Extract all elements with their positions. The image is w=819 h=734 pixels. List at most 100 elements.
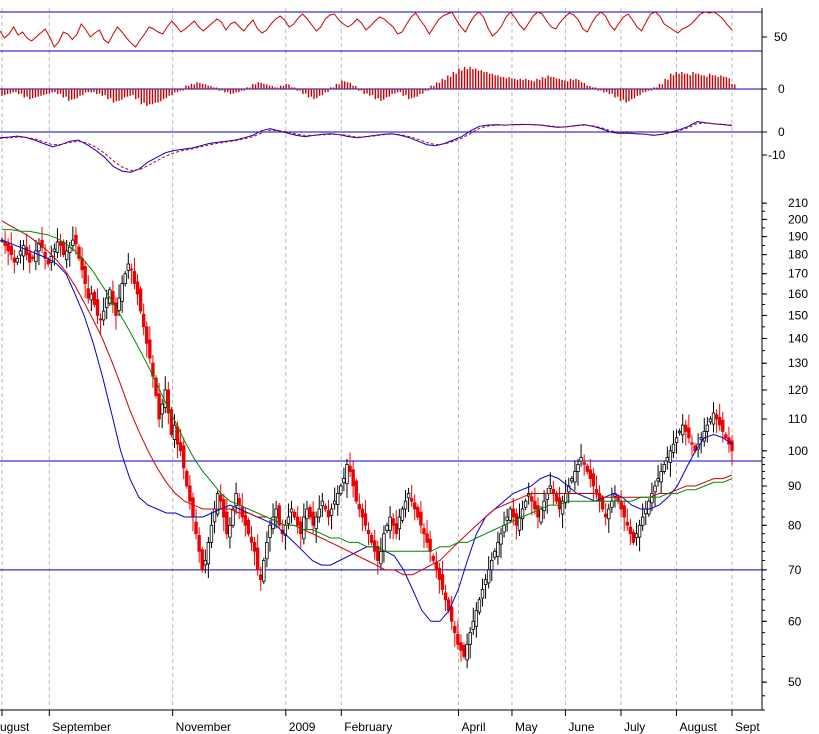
candle-body — [98, 318, 103, 321]
candle-body — [262, 560, 266, 582]
candle-body — [425, 533, 429, 543]
y-tick-label: 80 — [788, 518, 802, 532]
candle-body — [607, 508, 611, 520]
candle-body — [437, 567, 442, 580]
candle-body — [687, 427, 691, 439]
x-tick-label: August — [0, 720, 30, 734]
candle-body — [308, 506, 312, 518]
x-tick-label: September — [52, 720, 111, 734]
candle-body — [225, 511, 229, 535]
candle-body — [74, 234, 78, 245]
candle-body — [360, 508, 365, 518]
candle-body — [453, 625, 457, 634]
candle-body — [588, 469, 593, 480]
candle-body — [289, 508, 294, 513]
candle-body — [582, 462, 586, 465]
candle-body — [218, 494, 223, 502]
candle-body — [3, 241, 7, 246]
candle-body — [55, 241, 60, 253]
candle-body — [43, 251, 47, 259]
candle-body — [6, 243, 10, 252]
candle-body — [724, 434, 728, 439]
candle-body — [21, 245, 26, 257]
vertical-gridlines — [1, 8, 733, 710]
candle-body — [631, 531, 636, 543]
candle-body — [369, 535, 374, 543]
candle-body — [160, 403, 164, 415]
candle-body — [172, 424, 177, 440]
candle-body — [545, 493, 549, 500]
candle-body — [317, 508, 321, 518]
y-tick-label: 160 — [788, 287, 808, 301]
candle-body — [474, 609, 479, 627]
x-tick-label: May — [515, 720, 538, 734]
candle-body — [681, 424, 685, 436]
candle-body — [18, 250, 23, 256]
histogram-panel — [0, 66, 762, 106]
price-panel — [0, 220, 762, 669]
candle-body — [126, 263, 130, 271]
candle-body — [64, 250, 69, 261]
candle-body — [557, 497, 562, 510]
candle-body — [674, 437, 679, 443]
y-tick-label: 0 — [778, 82, 785, 96]
candle-body — [34, 250, 38, 263]
candle-body — [400, 508, 405, 521]
candle-body — [699, 437, 703, 440]
candle-body — [376, 545, 380, 561]
candle-body — [105, 297, 109, 309]
candle-body — [523, 500, 528, 508]
y-tick-label: 190 — [788, 230, 808, 244]
y-tick-label: 170 — [788, 267, 808, 281]
y-tick-label: 70 — [788, 563, 802, 577]
candle-body — [117, 297, 121, 311]
candle-body — [653, 485, 657, 493]
candle-body — [61, 241, 66, 256]
candle-body — [58, 241, 63, 246]
candle-body — [419, 511, 423, 526]
x-tick-label: 2009 — [289, 720, 316, 734]
candle-body — [108, 289, 112, 304]
candle-body — [234, 493, 238, 507]
candle-body — [95, 299, 100, 316]
oscillator-line — [0, 11, 733, 48]
candle-body — [600, 497, 605, 510]
candle-body — [483, 579, 488, 585]
candle-body — [203, 560, 207, 566]
candle-body — [373, 540, 377, 552]
y-tick-label: 100 — [788, 444, 808, 458]
candle-body — [471, 620, 475, 630]
candle-body — [129, 268, 134, 271]
candle-body — [711, 412, 716, 425]
candle-body — [252, 542, 257, 552]
candle-body — [634, 533, 639, 538]
x-tick-label: August — [679, 720, 717, 734]
candle-body — [15, 257, 20, 263]
candle-body — [191, 497, 195, 518]
candle-body — [517, 516, 522, 531]
candle-body — [185, 470, 189, 487]
candle-body — [705, 424, 710, 432]
x-tick-label: Sept — [735, 720, 760, 734]
candle-body — [511, 508, 516, 518]
candle-body — [366, 529, 371, 535]
candle-body — [194, 521, 198, 535]
moving-average-line-2 — [1, 220, 733, 576]
candle-body — [231, 508, 235, 526]
candle-body — [182, 445, 186, 469]
candle-body — [24, 246, 29, 256]
candle-body — [422, 528, 426, 535]
candle-body — [702, 430, 706, 442]
candle-body — [135, 281, 140, 295]
candle-body — [450, 606, 454, 622]
candle-body — [86, 288, 90, 299]
candle-body — [456, 633, 460, 645]
candle-body — [46, 259, 50, 265]
candle-body — [268, 524, 272, 538]
candle-body — [320, 500, 325, 507]
candle-body — [570, 478, 574, 482]
candle-body — [576, 464, 580, 472]
candle-body — [52, 248, 57, 252]
moving-average-line-3 — [2, 229, 733, 552]
x-tick-label: April — [462, 720, 486, 734]
